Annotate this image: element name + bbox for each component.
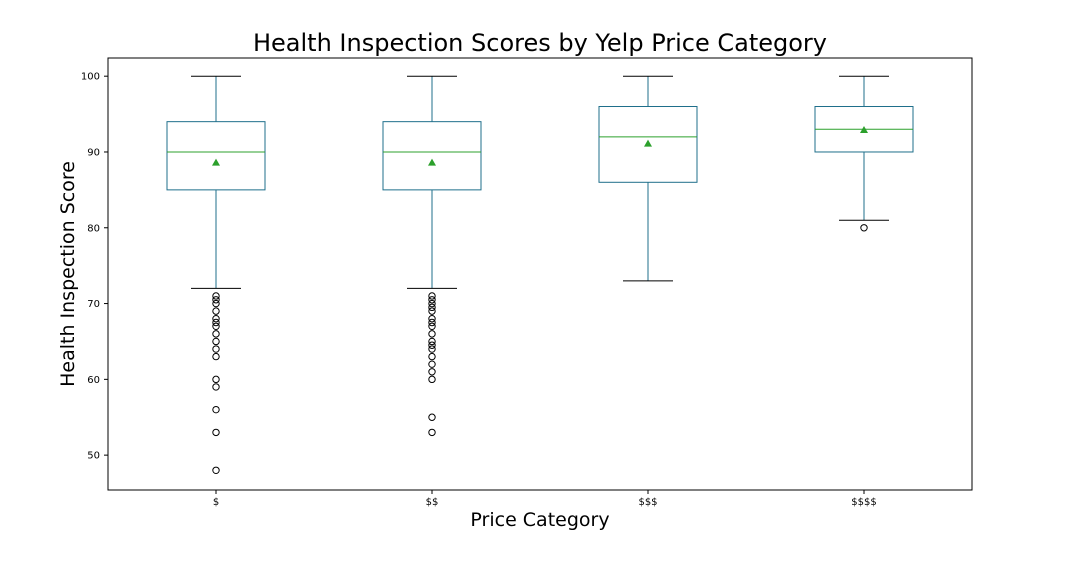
outlier-point: [428, 307, 436, 315]
outlier-point: [428, 352, 436, 361]
outlier-point: [212, 383, 220, 391]
outlier-point: [212, 307, 220, 315]
outlier-point: [212, 330, 220, 338]
outlier-point: [428, 360, 436, 368]
outlier-point: [428, 368, 436, 376]
box-iqr: [166, 121, 266, 191]
axes-frame: [107, 57, 973, 491]
y-tick-label: 100: [81, 72, 100, 83]
outlier-point: [212, 466, 220, 474]
outlier-point: [212, 352, 220, 361]
outlier-point: [428, 413, 436, 421]
outlier-point: [860, 224, 868, 232]
x-tick-label: $$: [426, 497, 439, 508]
mean-marker: [212, 158, 220, 166]
outlier-point: [212, 405, 220, 414]
outlier-point: [212, 315, 220, 323]
x-tick-label: $$$$: [851, 497, 876, 508]
box-iqr: [598, 106, 698, 183]
outlier-point: [212, 296, 220, 304]
x-axis-label: Price Category: [470, 509, 609, 531]
outlier-point: [212, 318, 220, 327]
mean-marker: [860, 126, 868, 133]
outlier-point: [212, 322, 220, 330]
outlier-point: [428, 428, 436, 437]
outlier-point: [212, 345, 220, 353]
y-tick-label: 50: [87, 451, 100, 462]
outlier-point: [428, 299, 436, 308]
outlier-point: [428, 330, 436, 338]
outlier-point: [428, 375, 436, 384]
mean-marker: [428, 158, 436, 166]
outlier-point: [212, 337, 220, 346]
y-tick-label: 70: [87, 299, 100, 310]
y-axis-label: Health Inspection Score: [57, 161, 79, 387]
outlier-point: [212, 299, 220, 308]
outlier-point: [428, 337, 436, 346]
chart-title: Health Inspection Scores by Yelp Price C…: [253, 29, 827, 57]
outlier-point: [212, 428, 220, 437]
y-tick-label: 60: [87, 375, 100, 386]
outlier-point: [428, 322, 436, 330]
outlier-point: [428, 345, 436, 353]
box-iqr: [382, 121, 482, 191]
y-tick-label: 90: [87, 147, 100, 158]
x-tick-label: $: [213, 497, 219, 508]
outlier-point: [212, 375, 220, 384]
outlier-point: [428, 303, 436, 312]
mean-marker: [644, 139, 652, 147]
outlier-point: [428, 296, 436, 304]
outlier-point: [428, 315, 436, 323]
x-tick-label: $$$: [638, 497, 657, 508]
outlier-point: [212, 292, 220, 300]
outlier-point: [428, 292, 436, 300]
y-tick-label: 80: [87, 223, 100, 234]
outlier-point: [428, 341, 436, 349]
outlier-point: [428, 318, 436, 327]
